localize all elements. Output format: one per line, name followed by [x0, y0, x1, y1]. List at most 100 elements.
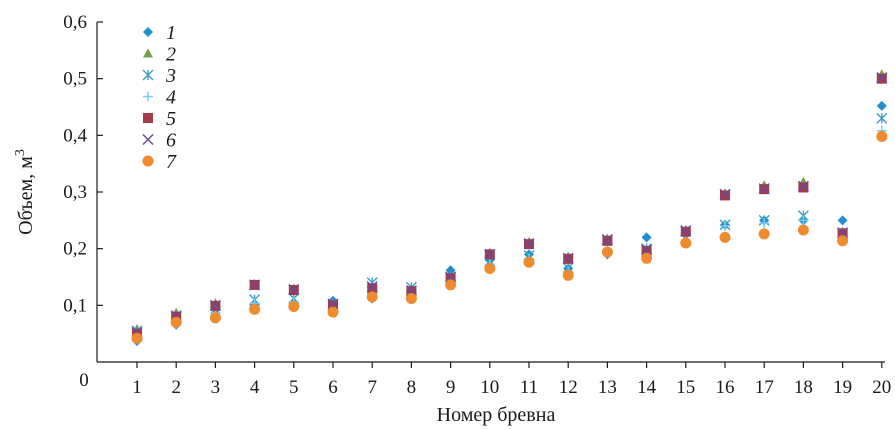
series-7-point: [719, 231, 731, 243]
legend-label-3: 3: [165, 65, 176, 87]
series-1-point: [876, 100, 887, 111]
series-7-point: [601, 246, 613, 258]
series-6-point: [484, 248, 496, 260]
series-6-point: [719, 188, 731, 200]
series-6-point: [680, 225, 692, 237]
legend-marker-6: [142, 133, 154, 146]
series-7-point: [758, 228, 770, 240]
legend-marker-1: [143, 27, 153, 37]
x-tick-label: 10: [480, 377, 499, 398]
series-7-point: [366, 291, 378, 303]
series-5-point: [720, 190, 730, 201]
series-6-point: [758, 183, 770, 195]
series-6-point: [366, 281, 378, 293]
series-5-points: [132, 73, 887, 339]
x-tick-label: 14: [637, 377, 657, 398]
series-6-point: [876, 72, 888, 84]
series-7-point: [170, 316, 182, 328]
y-tick-label: 0,6: [63, 12, 87, 33]
series-3-point: [876, 112, 888, 124]
legend-marker-3: [142, 69, 154, 81]
series-7-point: [131, 332, 143, 344]
y-axis-title: Объем, м3: [13, 149, 37, 235]
legend-marker-7: [142, 155, 154, 167]
series-7-point: [641, 252, 653, 264]
series-6-point: [837, 227, 849, 239]
series-5-point: [445, 273, 456, 284]
series-6-point: [445, 271, 457, 283]
legend-label-2: 2: [166, 44, 176, 66]
series-7-point: [327, 306, 339, 318]
x-tick-label: 3: [211, 377, 221, 398]
series-7-point: [288, 300, 300, 312]
legend-label-5: 5: [166, 108, 176, 130]
series-1-point: [445, 265, 456, 276]
x-tick-label: 17: [755, 377, 774, 398]
data-points: [131, 69, 888, 347]
series-6-point: [601, 234, 613, 246]
series-7-point: [249, 303, 261, 315]
x-tick-label: 15: [676, 377, 695, 398]
series-4-points: [132, 125, 887, 342]
y-tick-label: 0,4: [63, 125, 87, 146]
series-1-point: [641, 232, 652, 243]
y-axis-title-superscript: 3: [13, 149, 28, 156]
series-6-point: [562, 252, 574, 264]
series-7-point: [797, 224, 809, 236]
series-7-point: [484, 263, 496, 274]
series-7-point: [445, 279, 457, 291]
series-7-point: [562, 269, 574, 281]
y-tick-label: 0,5: [63, 69, 87, 90]
series-7-point: [876, 130, 888, 142]
x-tick-label: 16: [716, 377, 735, 398]
series-7-point: [680, 237, 692, 249]
series-7-point: [209, 312, 221, 324]
legend-label-1: 1: [166, 22, 176, 44]
x-tick-label: 13: [598, 377, 617, 398]
x-tick-label: 6: [328, 377, 338, 398]
y-tick-label: 0,3: [63, 182, 87, 203]
y-tick-label: 0,2: [63, 239, 87, 260]
legend-label-6: 6: [166, 130, 176, 152]
x-tick-label: 7: [367, 377, 377, 398]
series-6-points: [131, 72, 888, 339]
x-tick-label: 9: [446, 377, 456, 398]
y-axis-ticks: 0,1 0,2 0,3 0,4 0,5 0,6: [63, 12, 103, 316]
legend-label-4: 4: [166, 87, 176, 109]
series-6-point: [523, 238, 535, 250]
series-1-point: [837, 215, 848, 226]
series-5-point: [328, 300, 338, 311]
x-axis-title: Номер бревна: [437, 404, 556, 426]
series-4-point: [759, 218, 770, 229]
series-7-point: [837, 235, 849, 247]
x-tick-label: 19: [833, 377, 852, 398]
series-7-point: [523, 256, 535, 268]
x-tick-label: 20: [872, 377, 891, 398]
x-tick-label: 8: [407, 377, 417, 398]
series-5-point: [602, 235, 613, 246]
x-tick-label: 2: [171, 377, 181, 398]
legend-marker-5: [143, 113, 153, 123]
legend-label-7: 7: [166, 151, 177, 173]
legend-marker-4: [143, 91, 153, 102]
series-5-point: [641, 245, 652, 256]
series-7-points: [131, 130, 888, 344]
series-1-points: [132, 100, 887, 347]
series-3-points: [131, 112, 888, 337]
y-axis-title-text: Объем, м: [15, 156, 37, 235]
x-tick-label: 5: [289, 377, 299, 398]
x-tick-label: 11: [520, 377, 538, 398]
series-4-point: [798, 215, 809, 226]
x-tick-label: 4: [250, 377, 260, 398]
x-tick-label: 18: [794, 377, 813, 398]
series-6-point: [249, 279, 261, 291]
series-6-point: [209, 299, 221, 311]
y-tick-label: 0,1: [63, 295, 87, 316]
series-6-point: [288, 283, 300, 295]
series-5-point: [798, 182, 809, 193]
x-tick-label: 1: [132, 377, 142, 398]
x-axis-ticks: 1 2 3 4 5 6 7 8 9 10 11 12 13 14 15 16 17 18 19 20: [132, 362, 891, 398]
series-5-point: [876, 73, 887, 84]
